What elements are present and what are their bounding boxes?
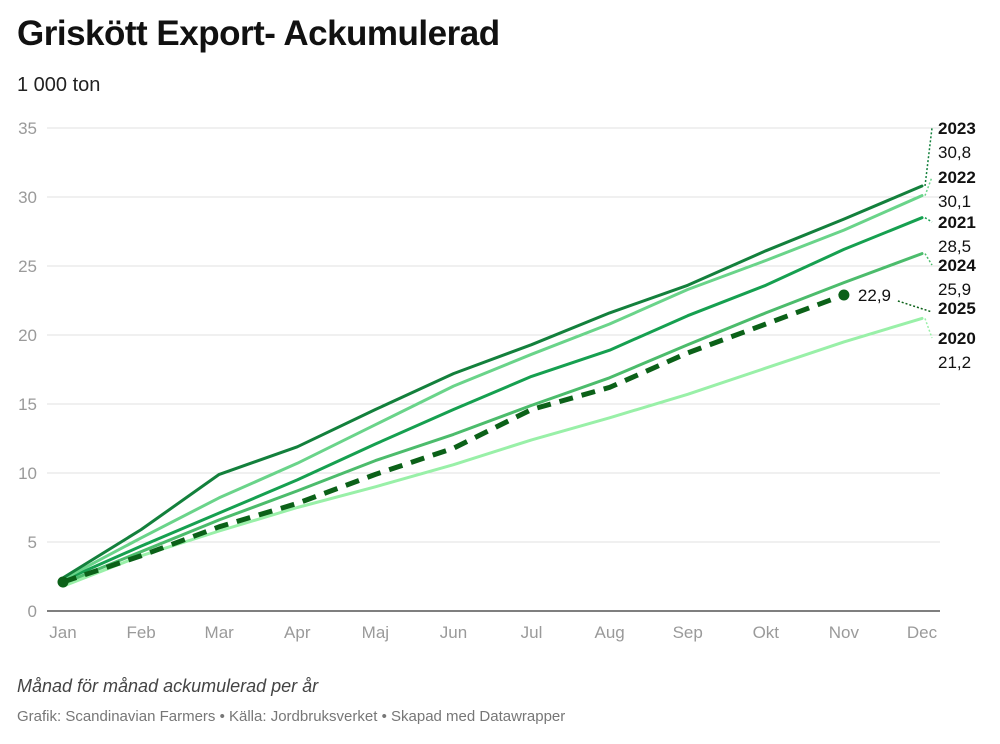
series-year-label-2020: 2020 — [938, 329, 976, 348]
chart-subtitle: 1 000 ton — [17, 74, 101, 96]
x-tick-label: Aug — [595, 623, 625, 642]
x-tick-label: Apr — [284, 623, 311, 642]
chart-title: Griskött Export- Ackumulerad — [17, 14, 500, 53]
byline: Grafik: Scandinavian Farmers • Källa: Jo… — [17, 708, 565, 725]
y-tick-label: 25 — [18, 257, 37, 276]
x-tick-label: Jul — [521, 623, 543, 642]
series-value-label-2021: 28,5 — [938, 237, 971, 256]
series-line-2023 — [61, 184, 924, 580]
series-label-connector-2025 — [897, 300, 933, 313]
y-tick-label: 10 — [18, 464, 37, 483]
series-year-label-2024: 2024 — [938, 256, 976, 275]
series-label-connector-2023 — [924, 127, 933, 187]
series-label-connector-2021 — [924, 217, 933, 223]
series-line-2021 — [61, 216, 924, 583]
byline-tool: Skapad med Datawrapper — [391, 708, 566, 725]
x-tick-label: Dec — [907, 623, 938, 642]
series-value-label-2025: 22,9 — [858, 286, 891, 305]
x-tick-label: Feb — [126, 623, 155, 642]
series-year-label-2025: 2025 — [938, 299, 976, 318]
x-tick-label: Jan — [49, 623, 76, 642]
chart-notes: Månad för månad ackumulerad per år — [17, 676, 319, 696]
y-tick-label: 5 — [28, 533, 37, 552]
series-value-label-2023: 30,8 — [938, 143, 971, 162]
series-lines — [57, 184, 924, 588]
series-labels: 2020 21,2 2024 25,9 2021 28,5 2022 30,1 2023 30,8… — [858, 119, 976, 372]
series-year-label-2021: 2021 — [938, 213, 976, 232]
y-axis-ticks: 0 5 10 15 20 25 30 35 — [18, 119, 37, 621]
x-tick-label: Okt — [753, 623, 780, 642]
series-start-point-2025 — [57, 576, 69, 588]
y-tick-label: 0 — [28, 602, 37, 621]
y-tick-label: 35 — [18, 119, 37, 138]
y-tick-label: 20 — [18, 326, 37, 345]
x-axis-ticks: Jan Feb Mar Apr Maj Jun Jul Aug Sep Okt Nov Dec — [49, 623, 937, 642]
series-line-2025 — [62, 292, 845, 585]
y-tick-label: 30 — [18, 188, 37, 207]
series-label-connector-2022 — [924, 176, 933, 196]
series-value-label-2022: 30,1 — [938, 192, 971, 211]
series-end-point-2025 — [838, 289, 850, 301]
series-label-connector-2024 — [924, 253, 933, 266]
gridlines — [47, 127, 940, 612]
x-tick-label: Jun — [440, 623, 467, 642]
x-tick-label: Sep — [673, 623, 703, 642]
byline-graphic: Grafik: Scandinavian Farmers — [17, 708, 216, 725]
series-year-label-2022: 2022 — [938, 168, 976, 187]
byline-separator: • — [377, 708, 391, 725]
series-line-2024 — [61, 252, 924, 585]
y-tick-label: 15 — [18, 395, 37, 414]
x-tick-label: Mar — [205, 623, 235, 642]
series-label-connector-2020 — [924, 318, 933, 339]
series-line-2020 — [61, 316, 924, 588]
byline-source: Källa: Jordbruksverket — [229, 708, 378, 725]
series-value-label-2024: 25,9 — [938, 280, 971, 299]
byline-separator: • — [215, 708, 229, 725]
x-tick-label: Nov — [829, 623, 860, 642]
series-year-label-2023: 2023 — [938, 119, 976, 138]
series-line-2022 — [61, 194, 924, 581]
series-value-label-2020: 21,2 — [938, 353, 971, 372]
x-tick-label: Maj — [362, 623, 389, 642]
